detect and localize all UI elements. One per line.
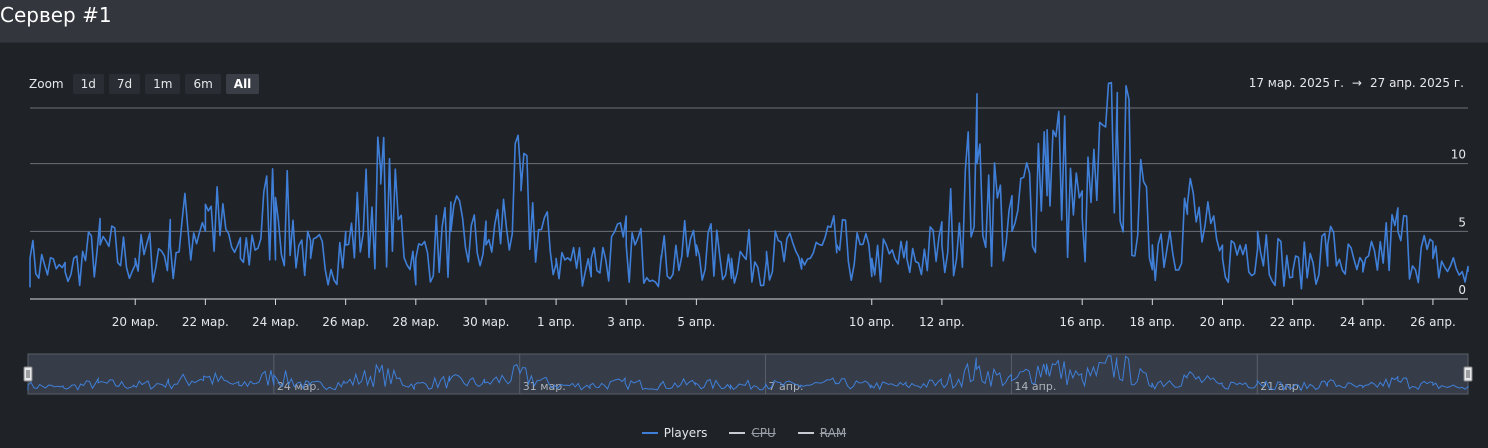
navigator-tick-label: 21 апр.	[1260, 380, 1302, 393]
x-tick-label: 18 апр.	[1129, 315, 1175, 329]
x-tick-label: 20 апр.	[1200, 315, 1246, 329]
x-tick-label: 10 апр.	[849, 315, 895, 329]
zoom-1d-button[interactable]: 1d	[72, 74, 104, 94]
x-tick-label: 26 мар.	[322, 315, 369, 329]
legend-swatch-ram	[797, 432, 814, 434]
navigator-tick-label: 14 апр.	[1014, 380, 1056, 393]
x-tick-label: 28 мар.	[392, 315, 439, 329]
x-tick-label: 16 апр.	[1059, 315, 1105, 329]
navigator-tick-label: 7 апр.	[769, 380, 804, 393]
x-tick-label: 26 апр.	[1410, 315, 1456, 329]
x-tick-label: 24 мар.	[252, 315, 299, 329]
zoom-1m-button[interactable]: 1m	[145, 74, 181, 94]
players-series-line	[29, 81, 1469, 290]
zoom-7d-button[interactable]: 7d	[108, 74, 141, 94]
x-tick-label: 5 апр.	[677, 315, 715, 329]
x-tick-label: 1 апр.	[537, 315, 575, 329]
range-from[interactable]: 17 мар. 2025 г.	[1248, 76, 1344, 90]
x-tick-label: 30 мар.	[462, 315, 509, 329]
legend-label-players: Players	[663, 426, 708, 440]
zoom-all-button[interactable]: All	[225, 74, 260, 94]
navigator-handle-right[interactable]	[1463, 366, 1473, 382]
legend-swatch-players	[641, 432, 658, 434]
zoom-label: Zoom	[29, 77, 64, 91]
x-tick-label: 20 мар.	[112, 315, 159, 329]
navigator-series-line	[27, 355, 1469, 392]
x-tick-label: 12 апр.	[919, 315, 965, 329]
legend-label-ram: RAM	[819, 426, 847, 440]
x-tick-label: 3 апр.	[607, 315, 645, 329]
legend-swatch-cpu	[729, 432, 746, 434]
x-tick-label: 22 апр.	[1270, 315, 1316, 329]
y-tick-label: 0	[1458, 283, 1466, 297]
legend-item-players[interactable]: Players	[641, 426, 708, 440]
x-tick-label: 22 мар.	[182, 315, 229, 329]
range-arrow: →	[1351, 76, 1362, 90]
range-to[interactable]: 27 апр. 2025 г.	[1369, 76, 1464, 90]
zoom-6m-button[interactable]: 6m	[185, 74, 221, 94]
date-range: 17 мар. 2025 г. → 27 апр. 2025 г.	[1249, 76, 1464, 90]
legend-item-ram[interactable]: RAM	[797, 426, 847, 440]
x-tick-label: 24 апр.	[1340, 315, 1386, 329]
legend: Players CPU RAM	[0, 426, 1488, 440]
page-title: Сервер #1	[0, 3, 112, 27]
y-tick-label: 10	[1451, 148, 1466, 162]
legend-label-cpu: CPU	[751, 426, 776, 440]
page-header: Сервер #1	[0, 0, 1488, 43]
zoom-controls: Zoom 1d 7d 1m 6m All	[29, 74, 260, 94]
y-tick-label: 5	[1458, 215, 1466, 229]
legend-item-cpu[interactable]: CPU	[729, 426, 776, 440]
navigator-handle-left[interactable]	[23, 366, 33, 382]
